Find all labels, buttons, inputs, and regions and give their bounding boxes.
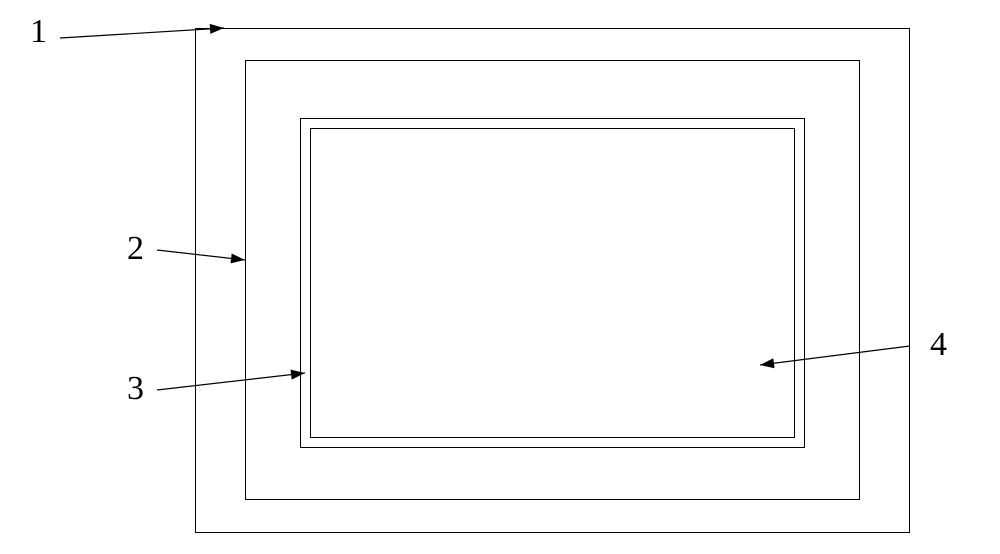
callout-label-4: 4 xyxy=(930,328,947,362)
callout-label-2: 2 xyxy=(127,232,144,266)
diagram-stage: 1 2 3 4 xyxy=(0,0,1000,554)
callout-label-3: 3 xyxy=(127,372,144,406)
arrows-layer xyxy=(0,0,1000,554)
callout-label-1: 1 xyxy=(30,15,47,49)
